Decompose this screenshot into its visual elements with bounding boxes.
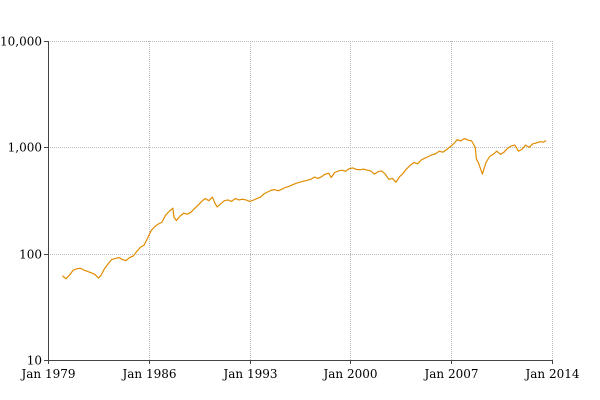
x-tick-label: Jan 2007 bbox=[422, 367, 478, 381]
series-line bbox=[62, 137, 547, 280]
x-tick-label: Jan 1993 bbox=[221, 367, 277, 381]
x-axis-tick-labels: Jan 1979 Jan 1986 Jan 1993 Jan 2000 Jan 2007… bbox=[19, 367, 579, 381]
x-tick-label: Jan 2000 bbox=[321, 367, 377, 381]
y-axis-tick-labels: 10 100 1,000 10,000 bbox=[0, 35, 42, 368]
axes bbox=[44, 41, 553, 364]
x-tick-label: Jan 2014 bbox=[523, 367, 579, 381]
y-tick-label: 1,000 bbox=[8, 141, 42, 155]
x-tick-label: Jan 1986 bbox=[120, 367, 176, 381]
gridlines bbox=[48, 41, 553, 360]
x-tick-label: Jan 1979 bbox=[19, 367, 75, 381]
y-tick-label: 100 bbox=[19, 248, 42, 262]
y-tick-label: 10 bbox=[27, 354, 42, 368]
y-tick-label: 10,000 bbox=[0, 35, 42, 49]
series-lines bbox=[62, 137, 547, 280]
